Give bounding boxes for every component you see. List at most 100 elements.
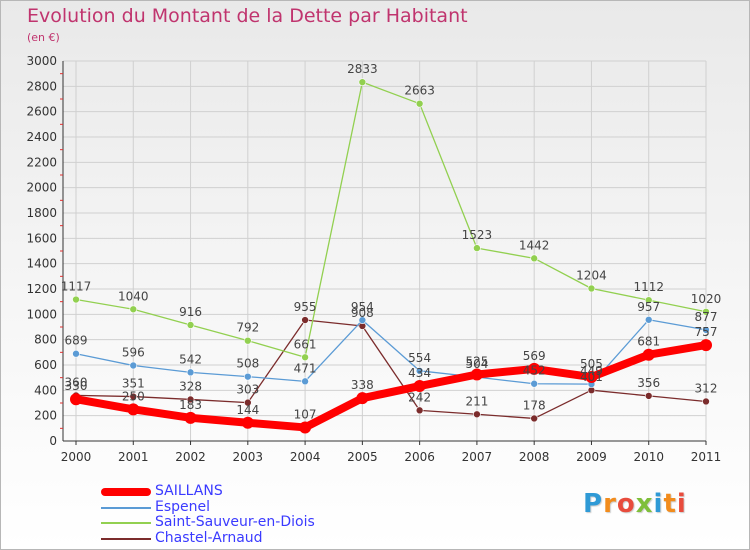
x-tick-label: 2006	[404, 450, 435, 464]
data-label-saillans: 681	[637, 335, 660, 349]
data-point-saillans	[642, 348, 655, 361]
data-label-saint-sauveur-en-diois: 1442	[519, 238, 550, 252]
data-label-saint-sauveur-en-diois: 1020	[691, 292, 722, 306]
legend-label-chastel-arnaud: Chastel-Arnaud	[155, 529, 263, 546]
data-point-saint-sauveur-en-diois	[702, 307, 710, 316]
y-tick-label: 600	[34, 358, 57, 372]
data-point-saillans	[700, 339, 712, 352]
x-tick-label: 2007	[462, 450, 493, 464]
data-label-espenel: 508	[236, 357, 259, 371]
series-line-espenel	[75, 319, 707, 385]
data-point-espenel	[244, 372, 252, 381]
data-point-chastel-arnaud	[473, 410, 481, 419]
chart-title: Evolution du Montant de la Dette par Hab…	[27, 5, 468, 27]
x-tick-label: 2004	[290, 450, 321, 464]
series-line-chastel-arnaud	[75, 319, 707, 420]
data-label-saint-sauveur-en-diois: 661	[294, 337, 317, 351]
data-point-chastel-arnaud	[530, 414, 538, 423]
x-tick-label: 2003	[233, 450, 264, 464]
data-point-espenel	[358, 316, 367, 324]
data-point-saint-sauveur-en-diois	[358, 78, 367, 86]
data-label-saint-sauveur-en-diois: 2833	[347, 62, 378, 76]
legend-swatch-saint-sauveur	[101, 522, 151, 524]
data-label-chastel-arnaud: 356	[637, 376, 660, 390]
data-point-espenel	[129, 361, 138, 370]
y-tick-label: 3000	[26, 54, 57, 68]
data-point-saint-sauveur-en-diois	[301, 353, 309, 362]
data-label-espenel: 957	[637, 300, 660, 314]
data-point-espenel	[702, 326, 710, 334]
data-point-saint-sauveur-en-diois	[72, 295, 80, 304]
data-point-saint-sauveur-en-diois	[186, 321, 195, 329]
y-tick-label: 2000	[26, 181, 57, 195]
x-tick-label: 2010	[633, 450, 664, 464]
data-label-espenel: 449	[580, 364, 603, 378]
data-point-saillans	[413, 380, 426, 393]
y-tick-label: 1600	[26, 231, 57, 245]
data-label-chastel-arnaud: 178	[523, 398, 546, 412]
data-label-espenel: 554	[408, 351, 431, 365]
data-point-espenel	[72, 349, 80, 358]
data-label-saillans: 434	[408, 366, 431, 380]
data-label-saillans: 144	[236, 403, 259, 417]
data-label-saint-sauveur-en-diois: 1040	[118, 289, 149, 303]
data-point-saint-sauveur-en-diois	[415, 99, 424, 108]
data-label-saillans: 505	[580, 357, 603, 371]
data-point-espenel	[644, 315, 653, 324]
data-point-saillans	[528, 362, 541, 375]
data-point-saillans	[470, 368, 483, 381]
data-label-espenel: 452	[523, 364, 546, 378]
data-point-saillans	[356, 392, 369, 405]
data-point-chastel-arnaud	[702, 397, 710, 406]
y-tick-label: 2600	[26, 105, 57, 119]
data-label-saillans: 250	[122, 389, 145, 403]
data-point-saillans	[70, 393, 82, 406]
data-label-saillans: 525	[465, 355, 488, 369]
data-point-saint-sauveur-en-diois	[530, 254, 538, 263]
data-point-chastel-arnaud	[244, 398, 252, 407]
data-point-chastel-arnaud	[301, 316, 309, 324]
data-label-chastel-arnaud: 360	[65, 375, 88, 389]
x-tick-label: 2009	[576, 450, 607, 464]
data-label-saint-sauveur-en-diois: 792	[236, 321, 259, 335]
data-point-chastel-arnaud	[186, 395, 195, 404]
data-label-saint-sauveur-en-diois: 1523	[462, 228, 493, 242]
y-tick-label: 400	[34, 383, 57, 397]
data-label-saint-sauveur-en-diois: 1204	[576, 268, 607, 282]
y-tick-label: 1000	[26, 307, 57, 321]
data-point-saint-sauveur-en-diois	[129, 305, 138, 314]
data-label-saillans: 338	[351, 378, 374, 392]
data-point-saint-sauveur-en-diois	[473, 244, 481, 252]
data-label-espenel: 596	[122, 346, 145, 360]
series-line-saillans	[72, 341, 710, 432]
data-point-chastel-arnaud	[129, 392, 138, 401]
x-tick-label: 2008	[519, 450, 550, 464]
data-label-saillans: 330	[65, 379, 88, 393]
data-point-chastel-arnaud	[644, 392, 653, 400]
y-tick-label: 800	[34, 333, 57, 347]
x-tick-label: 2011	[691, 450, 722, 464]
data-label-espenel: 689	[65, 334, 88, 348]
data-label-saillans: 569	[523, 349, 546, 363]
data-label-chastel-arnaud: 242	[408, 390, 431, 404]
data-point-saillans	[585, 371, 598, 384]
data-label-espenel: 471	[294, 361, 317, 375]
unit-label: (en €)	[27, 31, 60, 44]
data-point-saint-sauveur-en-diois	[587, 284, 596, 293]
data-point-saint-sauveur-en-diois	[244, 336, 252, 345]
data-point-saillans	[241, 416, 254, 429]
y-tick-label: 2800	[26, 79, 57, 93]
data-label-saint-sauveur-en-diois: 1117	[61, 280, 92, 294]
y-tick-label: 200	[34, 409, 57, 423]
x-tick-label: 2005	[347, 450, 378, 464]
data-label-chastel-arnaud: 328	[179, 379, 202, 393]
data-label-saillans: 183	[179, 398, 202, 412]
data-point-saillans	[299, 421, 312, 434]
proxiti-logo: Proxiti	[583, 489, 687, 519]
legend-label-espenel: Espenel	[155, 498, 211, 515]
data-label-chastel-arnaud: 955	[294, 300, 317, 314]
data-point-espenel	[301, 377, 309, 386]
data-label-chastel-arnaud: 401	[580, 370, 603, 384]
